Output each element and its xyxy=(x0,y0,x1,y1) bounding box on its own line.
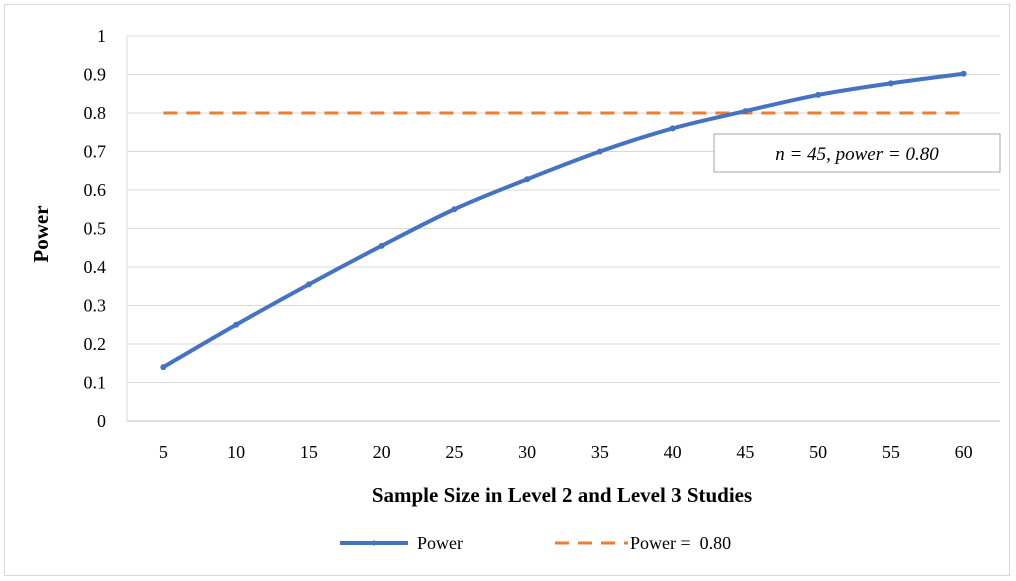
y-tick-label: 0.4 xyxy=(84,257,107,277)
series-layer xyxy=(160,70,967,371)
legend-label-threshold: Power = 0.80 xyxy=(630,533,731,553)
x-axis-title: Sample Size in Level 2 and Level 3 Studi… xyxy=(372,483,752,507)
legend-item-power: Power xyxy=(340,533,463,553)
x-tick-label: 15 xyxy=(300,442,318,462)
x-tick-label: 10 xyxy=(227,442,245,462)
y-tick-label: 0.3 xyxy=(84,296,107,316)
x-tick-label: 40 xyxy=(664,442,682,462)
data-point-power xyxy=(524,176,531,183)
chart-frame xyxy=(4,4,1010,576)
data-point-power xyxy=(305,281,312,288)
annotation-text: n = 45, power = 0.80 xyxy=(775,144,939,165)
y-tick-label: 0.2 xyxy=(84,334,107,354)
series-line-power xyxy=(161,71,966,370)
data-point-power xyxy=(160,364,167,371)
y-tick-label: 0.8 xyxy=(84,103,107,123)
legend: Power Power = 0.80 xyxy=(340,533,731,553)
y-tick-label: 0.1 xyxy=(84,373,107,393)
y-tick-label: 0.6 xyxy=(84,180,107,200)
y-axis-title: Power xyxy=(29,205,53,262)
data-point-power xyxy=(233,321,240,328)
x-tick-label: 35 xyxy=(591,442,609,462)
data-point-power xyxy=(451,206,458,213)
y-tick-label: 0.9 xyxy=(84,65,107,85)
legend-label-power: Power xyxy=(417,533,463,553)
y-tick-label: 0.5 xyxy=(84,219,107,239)
y-tick-label: 1 xyxy=(97,26,106,46)
x-tick-label: 20 xyxy=(373,442,391,462)
y-tick-labels: 0 0.1 0.2 0.3 0.4 0.5 0.6 0.7 0.8 0.9 1 xyxy=(84,26,107,431)
x-tick-label: 25 xyxy=(445,442,463,462)
data-point-power xyxy=(742,108,749,115)
x-tick-label: 60 xyxy=(955,442,973,462)
x-tick-label: 50 xyxy=(809,442,827,462)
gridlines xyxy=(126,35,1000,422)
x-tick-labels: 5 10 15 20 25 30 35 40 45 50 55 60 xyxy=(159,442,973,462)
x-tick-label: 55 xyxy=(882,442,900,462)
annotation-border xyxy=(713,133,1001,173)
annotation-box: n = 45, power = 0.80 xyxy=(713,133,1001,173)
data-point-power xyxy=(378,242,385,249)
data-point-power xyxy=(960,70,967,77)
data-point-power xyxy=(815,91,822,98)
x-tick-label: 30 xyxy=(518,442,536,462)
data-point-power xyxy=(669,125,676,132)
y-tick-label: 0.7 xyxy=(84,142,107,162)
x-tick-label: 5 xyxy=(159,442,168,462)
x-tick-label: 45 xyxy=(736,442,754,462)
legend-marker-power xyxy=(371,540,377,546)
legend-item-threshold: Power = 0.80 xyxy=(555,533,731,553)
data-point-power xyxy=(887,80,894,87)
data-point-power xyxy=(596,148,603,155)
y-tick-label: 0 xyxy=(97,411,106,431)
